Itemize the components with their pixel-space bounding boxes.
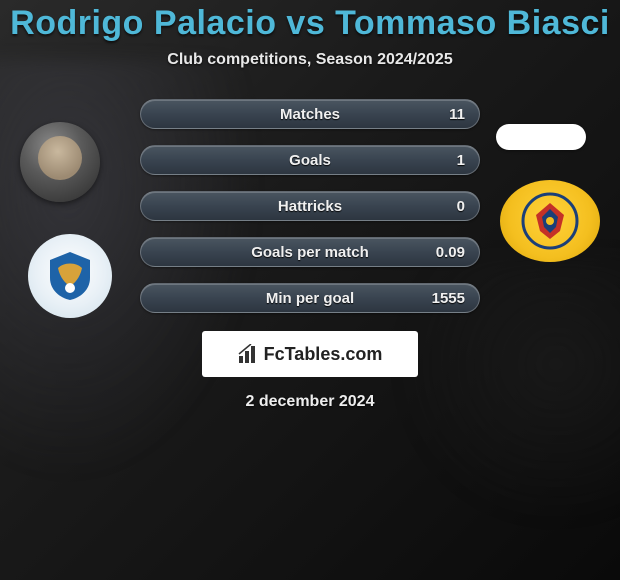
- page-title: Rodrigo Palacio vs Tommaso Biasci: [10, 4, 610, 43]
- stat-value: 1: [457, 152, 465, 169]
- stat-row-hattricks: Hattricks 0: [140, 191, 480, 221]
- stat-row-matches: Matches 11: [140, 99, 480, 129]
- stat-row-goals-per-match: Goals per match 0.09: [140, 237, 480, 267]
- stat-label: Goals: [289, 152, 331, 169]
- stat-value: 0: [457, 198, 465, 215]
- club-crest-right: [500, 180, 600, 262]
- stat-value: 11: [449, 106, 465, 123]
- player-avatar: [20, 122, 100, 202]
- eagle-crest-icon: [520, 191, 580, 251]
- stat-label: Matches: [280, 106, 340, 123]
- brand-text: FcTables.com: [264, 344, 383, 365]
- stat-label: Goals per match: [251, 244, 369, 261]
- stat-label: Hattricks: [278, 198, 342, 215]
- blank-pill: [496, 124, 586, 150]
- bar-chart-icon: [238, 344, 260, 364]
- stat-label: Min per goal: [266, 290, 354, 307]
- stats-list: Matches 11 Goals 1 Hattricks 0 Goals per…: [140, 99, 480, 313]
- brand-box: FcTables.com: [202, 331, 418, 377]
- stat-value: 0.09: [436, 244, 465, 261]
- stat-row-goals: Goals 1: [140, 145, 480, 175]
- stat-row-min-per-goal: Min per goal 1555: [140, 283, 480, 313]
- subtitle: Club competitions, Season 2024/2025: [167, 51, 452, 69]
- shield-icon: [42, 248, 98, 304]
- stat-value: 1555: [432, 290, 465, 307]
- date-text: 2 december 2024: [246, 393, 375, 411]
- club-crest-left: [28, 234, 112, 318]
